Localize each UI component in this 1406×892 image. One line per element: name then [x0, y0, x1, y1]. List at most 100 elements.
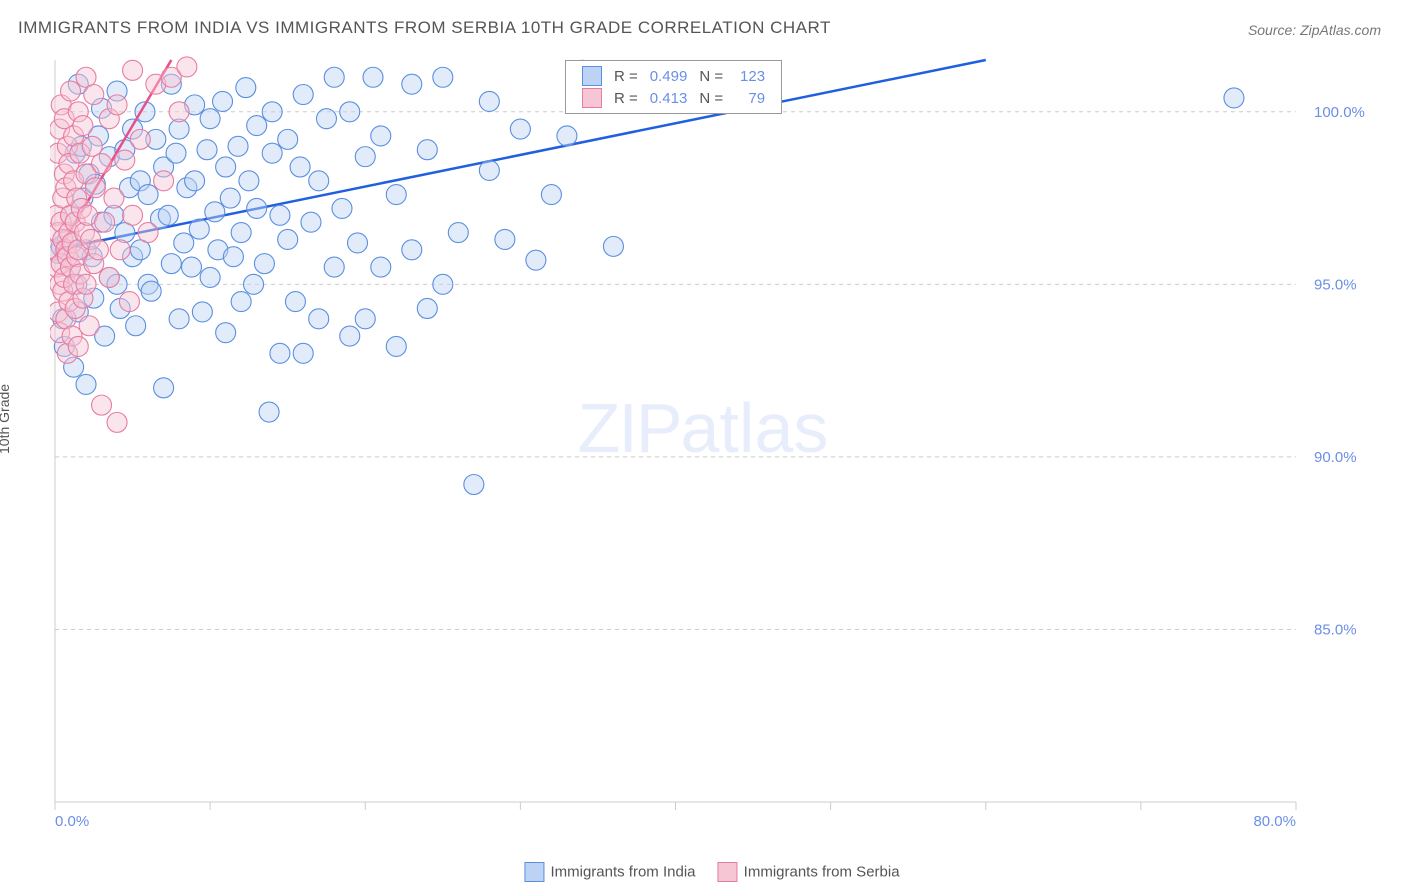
data-point — [107, 95, 127, 115]
data-point — [123, 60, 143, 80]
data-point — [259, 402, 279, 422]
data-point — [293, 85, 313, 105]
data-point — [231, 292, 251, 312]
data-point — [216, 157, 236, 177]
data-point — [316, 109, 336, 129]
data-point — [270, 205, 290, 225]
legend-label-2: Immigrants from Serbia — [744, 864, 900, 881]
data-point — [386, 185, 406, 205]
svg-text:0.0%: 0.0% — [55, 813, 89, 830]
data-point — [402, 74, 422, 94]
data-point — [174, 233, 194, 253]
data-point — [138, 185, 158, 205]
data-point — [236, 78, 256, 98]
data-point — [464, 474, 484, 494]
y-axis-label: 10th Grade — [0, 384, 12, 454]
chart-title: IMMIGRANTS FROM INDIA VS IMMIGRANTS FROM… — [18, 18, 831, 38]
data-point — [278, 229, 298, 249]
data-point — [324, 257, 344, 277]
data-point — [154, 171, 174, 191]
data-point — [309, 171, 329, 191]
data-point — [126, 316, 146, 336]
data-point — [73, 116, 93, 136]
data-point — [205, 202, 225, 222]
data-point — [107, 412, 127, 432]
data-point — [216, 323, 236, 343]
data-point — [166, 143, 186, 163]
data-point — [309, 309, 329, 329]
data-point — [402, 240, 422, 260]
data-point — [433, 67, 453, 87]
data-point — [130, 129, 150, 149]
data-point — [340, 102, 360, 122]
data-point — [85, 178, 105, 198]
data-point — [197, 140, 217, 160]
data-point — [231, 223, 251, 243]
data-point — [293, 343, 313, 363]
data-point — [417, 298, 437, 318]
data-point — [479, 160, 499, 180]
data-point — [340, 326, 360, 346]
data-point — [169, 309, 189, 329]
data-point — [192, 302, 212, 322]
svg-text:85.0%: 85.0% — [1314, 621, 1357, 638]
data-point — [433, 274, 453, 294]
data-point — [213, 91, 233, 111]
plot-area: 85.0% 90.0% 95.0% 100.0% 0.0% 80.0% — [50, 55, 1376, 832]
data-point — [301, 212, 321, 232]
data-point — [76, 374, 96, 394]
data-point — [158, 205, 178, 225]
data-point — [220, 188, 240, 208]
data-point — [189, 219, 209, 239]
data-point — [254, 254, 274, 274]
data-point — [347, 233, 367, 253]
data-point — [88, 240, 108, 260]
data-point — [557, 126, 577, 146]
data-point — [119, 292, 139, 312]
data-point — [92, 395, 112, 415]
data-point — [541, 185, 561, 205]
data-point — [141, 281, 161, 301]
data-point — [228, 136, 248, 156]
data-point — [386, 336, 406, 356]
data-point — [138, 223, 158, 243]
bottom-legend: Immigrants from India Immigrants from Se… — [506, 862, 899, 882]
data-point — [185, 171, 205, 191]
data-point — [262, 143, 282, 163]
svg-text:100.0%: 100.0% — [1314, 104, 1365, 121]
data-point — [510, 119, 530, 139]
data-point — [355, 147, 375, 167]
data-point — [104, 188, 124, 208]
data-point — [247, 116, 267, 136]
data-point — [417, 140, 437, 160]
svg-text:80.0%: 80.0% — [1253, 813, 1296, 830]
data-point — [526, 250, 546, 270]
data-point — [278, 129, 298, 149]
data-point — [110, 240, 130, 260]
data-point — [324, 67, 344, 87]
data-point — [68, 336, 88, 356]
data-point — [244, 274, 264, 294]
data-point — [182, 257, 202, 277]
data-point — [177, 57, 197, 77]
data-point — [161, 254, 181, 274]
data-point — [479, 91, 499, 111]
data-point — [92, 154, 112, 174]
data-point — [223, 247, 243, 267]
data-point — [247, 198, 267, 218]
data-point — [285, 292, 305, 312]
svg-text:90.0%: 90.0% — [1314, 449, 1357, 466]
data-point — [290, 157, 310, 177]
data-point — [200, 267, 220, 287]
data-point — [448, 223, 468, 243]
data-point — [603, 236, 623, 256]
svg-text:95.0%: 95.0% — [1314, 276, 1357, 293]
source-label: Source: ZipAtlas.com — [1248, 22, 1381, 38]
data-point — [371, 257, 391, 277]
data-point — [371, 126, 391, 146]
data-point — [200, 109, 220, 129]
data-point — [262, 102, 282, 122]
data-point — [270, 343, 290, 363]
data-point — [239, 171, 259, 191]
stat-legend: R =0.499 N =123 R =0.413 N =79 — [565, 60, 782, 114]
